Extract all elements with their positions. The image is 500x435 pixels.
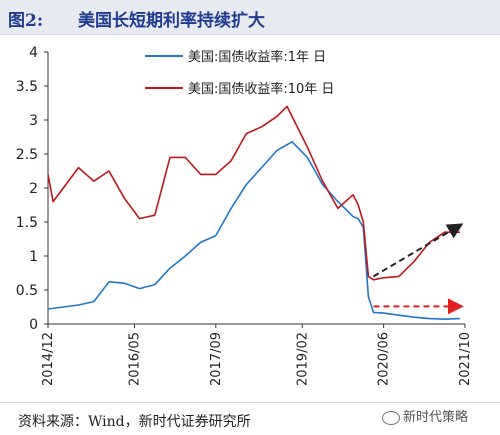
x-tick-label: 2017/09 <box>209 332 224 386</box>
series-lines <box>47 105 460 321</box>
series-line-10y <box>47 105 460 281</box>
x-tick-label: 2020/06 <box>377 332 392 386</box>
watermark: 新时代策略 <box>382 406 468 425</box>
source-note: 资料来源：Wind，新时代证券研究所 <box>18 414 251 430</box>
y-tick-label: 1.5 <box>16 215 38 231</box>
x-tick-label: 2019/02 <box>295 332 310 386</box>
chart-annotations <box>372 223 464 315</box>
y-axis-labels: 0 0.5 1 1.5 2 2.5 3 3.5 4 <box>16 45 38 333</box>
x-axis-labels: 2014/12 2016/05 2017/09 2019/02 2020/06 2021/… <box>41 332 473 386</box>
y-tick-label: 2 <box>29 181 38 197</box>
y-tick-label: 0.5 <box>16 283 38 299</box>
watermark-text: 新时代策略 <box>403 410 469 425</box>
y-tick-label: 4 <box>29 45 38 61</box>
y-tick-label: 1 <box>29 249 38 265</box>
y-tick-label: 3.5 <box>16 79 38 95</box>
line-chart: 00.511.522.533.54 2014/12 2016/05 2017/09 2… <box>16 45 473 386</box>
x-tick-label: 2021/10 <box>458 332 473 386</box>
series-line-1y <box>47 141 460 321</box>
y-tick-label: 0 <box>29 317 38 333</box>
x-tick-label: 2016/05 <box>127 332 142 386</box>
legend-label: 美国:国债收益率:10年 日 <box>188 81 334 97</box>
y-tick-label: 3 <box>29 113 38 129</box>
source-bar: 资料来源：Wind，新时代证券研究所 <box>0 402 500 435</box>
dashed-arrow-annotation <box>372 223 464 278</box>
chart-axes <box>44 51 466 328</box>
x-tick-label: 2014/12 <box>41 332 56 386</box>
figure-header: 图2: 美国长短期利率持续扩大 <box>0 0 500 35</box>
figure-title: 美国长短期利率持续扩大 <box>78 11 265 31</box>
figure-label: 图2: <box>8 11 44 31</box>
wechat-icon <box>382 410 400 425</box>
chart-legend: 美国:国债收益率:1年 日美国:国债收益率:10年 日 <box>145 49 334 97</box>
legend-label: 美国:国债收益率:1年 日 <box>188 49 326 65</box>
y-tick-label: 2.5 <box>16 147 38 163</box>
